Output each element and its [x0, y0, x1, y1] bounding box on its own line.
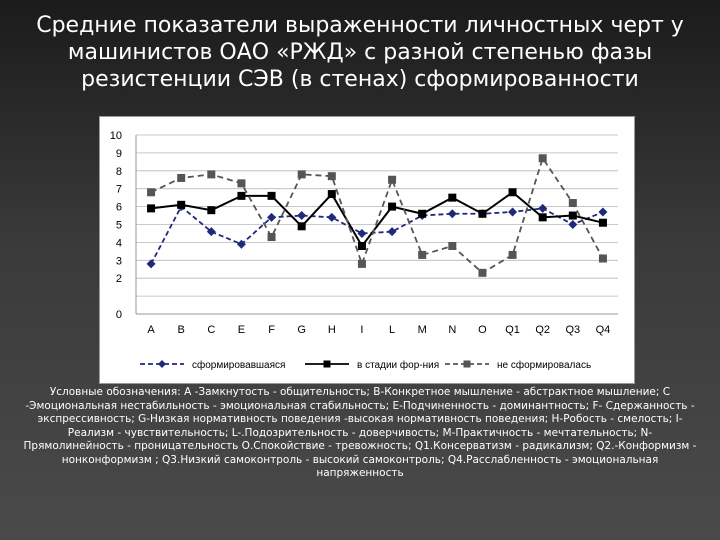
y-tick-label: 5	[116, 220, 122, 232]
data-point	[237, 179, 246, 188]
x-tick-labels: A B C E F G H I L M N O Q1 Q2 Q3 Q4	[147, 324, 610, 336]
x-tick-label: Q2	[535, 324, 550, 336]
data-point	[388, 202, 397, 211]
x-tick-label: O	[478, 324, 487, 336]
data-point	[568, 211, 577, 220]
data-point	[357, 241, 366, 250]
data-point	[598, 218, 607, 227]
data-point	[207, 206, 216, 215]
data-point	[267, 233, 276, 242]
data-point	[478, 268, 487, 277]
x-tick-label: I	[360, 324, 363, 336]
x-tick-label: F	[268, 324, 275, 336]
legend-label: сформировавшаяся	[192, 359, 285, 371]
y-tick-label: 6	[116, 202, 122, 214]
legend-label: в стадии фор-ния	[357, 359, 439, 371]
series-line	[150, 205, 604, 265]
data-point	[508, 188, 517, 197]
chart-panel: A B C E F G H I L M N O Q1 Q2 Q3 Q4 0 2 3 4 5 6 7 8 9 10 сформир…	[99, 116, 635, 384]
data-point	[508, 207, 518, 217]
data-point	[568, 220, 578, 229]
y-tick-label: 8	[116, 166, 122, 178]
x-tick-label: H	[328, 324, 336, 336]
data-point	[297, 222, 306, 231]
data-point	[267, 191, 276, 200]
data-point	[448, 193, 457, 202]
data-point	[237, 191, 246, 200]
data-point	[538, 203, 548, 213]
data-point	[297, 170, 306, 179]
axes	[135, 135, 618, 315]
data-point	[448, 241, 457, 250]
y-tick-labels: 0 2 3 4 5 6 7 8 9 10	[110, 130, 122, 321]
data-point	[538, 213, 547, 222]
y-tick-label: 3	[116, 255, 122, 267]
data-point	[478, 209, 487, 218]
y-tick-label: 7	[116, 184, 122, 196]
legend-description: Условные обозначения: А -Замкнутость - о…	[23, 386, 697, 479]
x-tick-label: N	[448, 324, 456, 336]
x-tick-label: C	[207, 324, 215, 336]
x-tick-label: L	[389, 324, 395, 336]
legend-marker	[323, 360, 331, 368]
data-point	[327, 190, 336, 199]
legend: сформировавшаяся в стадии фор-ния не сформ…	[140, 359, 591, 371]
y-tick-label: 9	[116, 148, 122, 160]
y-tick-label: 10	[110, 130, 122, 142]
data-point	[598, 254, 607, 263]
legend-marker	[158, 360, 166, 368]
data-point	[508, 250, 517, 259]
legend-label: не сформировалась	[497, 359, 591, 371]
y-tick-label: 4	[116, 237, 122, 249]
data-point	[206, 227, 216, 237]
x-tick-label: G	[297, 324, 306, 336]
y-tick-label: 2	[116, 273, 122, 285]
x-tick-label: M	[418, 324, 427, 336]
x-tick-label: Q3	[565, 324, 580, 336]
x-tick-label: E	[238, 324, 245, 336]
data-point	[236, 239, 246, 249]
data-point	[207, 170, 216, 179]
x-tick-label: A	[147, 324, 155, 336]
x-tick-label: Q1	[505, 324, 520, 336]
data-point	[147, 188, 156, 197]
data-point	[327, 172, 336, 181]
data-point	[357, 228, 367, 238]
data-point	[418, 209, 427, 218]
y-tick-label: 0	[116, 309, 122, 321]
data-point	[146, 259, 156, 269]
x-tick-label: Q4	[596, 324, 611, 336]
data-point	[598, 207, 608, 217]
data-point	[177, 200, 186, 209]
data-point	[447, 209, 457, 219]
data-point	[327, 212, 337, 222]
data-point	[297, 211, 307, 221]
data-point	[177, 173, 186, 182]
data-point	[568, 199, 577, 208]
data-point	[267, 212, 277, 222]
data-point	[418, 250, 427, 259]
data-point	[538, 154, 547, 163]
data-point	[147, 204, 156, 213]
series-lines	[146, 154, 608, 277]
series-line	[150, 156, 604, 274]
data-point	[387, 227, 397, 237]
legend-marker	[463, 360, 471, 368]
line-chart: A B C E F G H I L M N O Q1 Q2 Q3 Q4 0 2 3 4 5 6 7 8 9 10 сформир…	[110, 130, 618, 371]
data-point	[388, 175, 397, 184]
slide-title: Средние показатели выраженности личностн…	[36, 13, 684, 92]
gridlines	[136, 134, 618, 297]
data-point	[357, 259, 366, 268]
x-tick-label: B	[178, 324, 185, 336]
series-line	[150, 191, 604, 248]
